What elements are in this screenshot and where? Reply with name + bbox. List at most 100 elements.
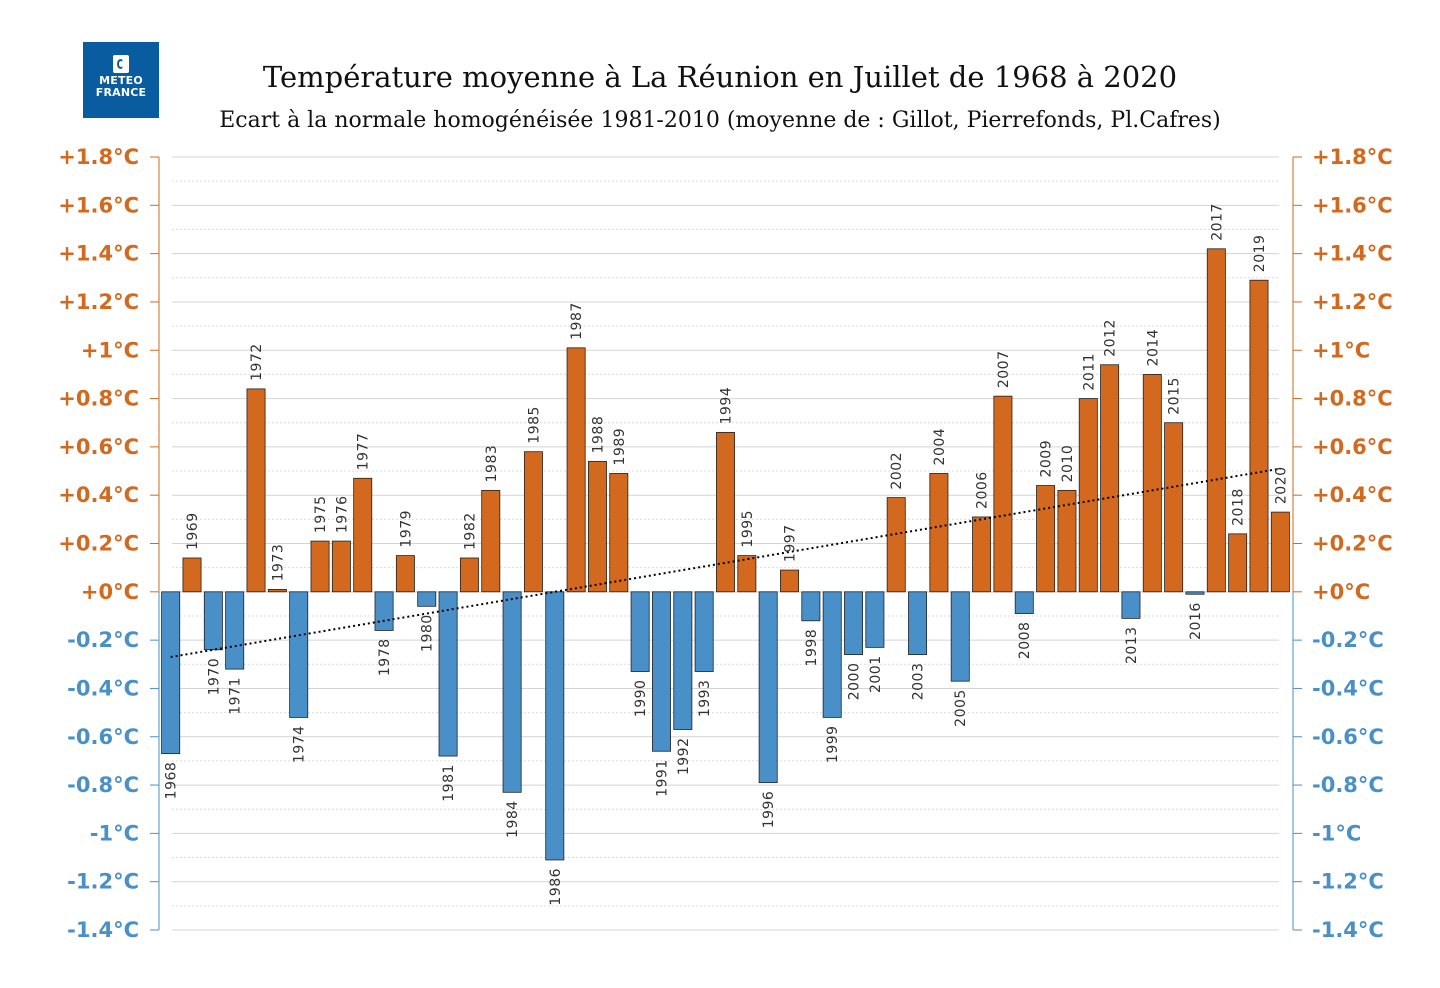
bar [587,460,607,593]
bar-year-label: 2009 [1039,440,1055,478]
bar [353,477,373,593]
bar-year-label: 2018 [1231,488,1247,526]
bar-year-label: 2002 [889,452,905,490]
bar [609,473,629,593]
bar-year-label: 2003 [911,663,927,701]
bar-year-label: 1972 [249,343,265,381]
y-tick-label-right: +1.2°C [1312,290,1393,314]
bar [225,591,245,670]
bar [929,473,949,593]
bar [972,516,992,593]
bar-year-label: 1971 [228,677,244,715]
bar-year-label: 1969 [185,512,201,550]
bar-year-label: 1989 [612,428,628,466]
y-tick-label-left: -0.4°C [67,676,139,700]
y-tick-label-right: -1.2°C [1312,870,1384,894]
bar-year-label: 1982 [462,512,478,550]
bar [310,540,330,593]
bar [886,497,906,593]
bar [417,591,437,607]
y-tick-label-left: +0.6°C [58,435,139,459]
y-tick-label-left: +1.4°C [58,242,139,266]
bar-year-label: 1997 [783,524,799,562]
bar [908,591,928,656]
bar [1078,398,1098,593]
y-tick-label-left: +1.2°C [58,290,139,314]
y-tick-label-right: +1°C [1312,338,1370,362]
bar-year-label: 1975 [313,495,329,533]
bar [1036,485,1056,593]
bar-year-label: 2012 [1103,319,1119,357]
bar-year-label: 2006 [975,471,991,509]
meteo-france-emblem-icon [113,55,129,73]
bar-year-label: 2004 [932,428,948,466]
y-tick-label-left: -0.6°C [67,725,139,749]
y-tick-label-left: -0.2°C [67,628,139,652]
bar [1057,489,1077,593]
y-tick-label-right: +0.4°C [1312,483,1393,507]
bar-year-label: 2011 [1081,353,1097,391]
y-tick-label-left: +0°C [81,580,139,604]
bar-year-label: 1978 [377,638,393,676]
bar [1270,511,1290,593]
y-tick-label-right: +1.4°C [1312,242,1393,266]
bar-year-label: 2013 [1124,626,1140,664]
meteo-france-logo: METEO FRANCE [83,42,159,118]
bar [993,395,1013,593]
bar [716,431,735,593]
bar [1249,279,1269,593]
bar-year-label: 1985 [526,406,542,444]
bar [1014,591,1034,614]
bar [865,591,885,648]
y-tick-label-left: +1°C [81,338,139,362]
y-tick-label-right: +1.8°C [1312,145,1393,169]
bar [459,557,479,593]
bar [780,569,799,593]
bar [737,555,757,593]
chart-title: Température moyenne à La Réunion en Juil… [262,60,1178,94]
bar [203,591,223,651]
bar-year-label: 1999 [825,725,841,763]
bar [438,591,458,757]
y-tick-label-right: -1°C [1312,821,1361,845]
bar-year-label: 1980 [420,614,436,652]
y-tick-label-left: -1.2°C [67,870,139,894]
bar-year-label: 2008 [1017,622,1033,660]
bar-year-label: 1990 [633,680,649,718]
bar [161,591,181,755]
logo-text-line1: METEO [99,74,143,87]
y-tick-label-left: -1.4°C [67,918,139,942]
bar-year-label: 1973 [270,544,286,582]
bar-year-label: 1983 [484,445,500,483]
bar [652,591,671,752]
bar-year-label: 2010 [1060,445,1076,483]
bar-year-label: 2017 [1209,203,1225,241]
bar [1121,591,1141,619]
y-tick-label-right: -0.4°C [1312,676,1384,700]
bar-year-label: 2007 [996,351,1012,389]
chart-subtitle: Ecart à la normale homogénéisée 1981-201… [219,108,1221,133]
bar-year-label: 1979 [398,510,414,548]
bar [523,451,543,593]
y-tick-label-right: +0°C [1312,580,1370,604]
y-tick-label-right: +0.8°C [1312,387,1393,411]
y-tick-label-left: +0.4°C [58,483,139,507]
bar [502,591,522,793]
bar [1185,591,1205,595]
bar-year-label: 1981 [441,764,457,802]
bar-year-label: 1995 [740,510,756,548]
bar [1206,248,1226,593]
bar [374,591,394,631]
y-tick-label-right: -0.6°C [1312,725,1384,749]
bar-year-label: 1996 [761,791,777,829]
y-tick-label-right: -0.2°C [1312,628,1384,652]
y-tick-label-right: -1.4°C [1312,918,1384,942]
y-tick-label-right: +0.6°C [1312,435,1393,459]
bar-year-label: 2015 [1167,377,1183,415]
bar [1164,422,1184,593]
bar [331,540,351,593]
bar-year-label: 1976 [334,495,350,533]
y-tick-label-right: -0.8°C [1312,773,1384,797]
bar-year-label: 1986 [548,868,564,906]
